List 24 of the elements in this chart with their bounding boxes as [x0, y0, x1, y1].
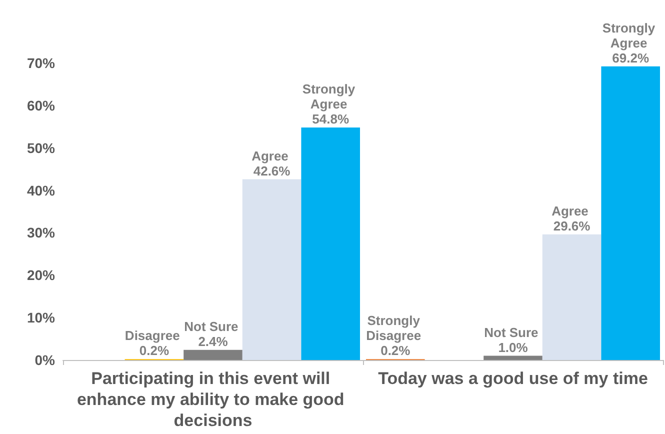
bar	[542, 234, 602, 360]
y-tick-label: 0%	[34, 352, 56, 368]
x-tick-label: Today was a good use of my time	[378, 369, 648, 388]
data-label: Strongly Disagree 0.2%	[366, 313, 425, 358]
bar	[484, 356, 542, 360]
y-tick-label: 40%	[26, 182, 56, 198]
bar	[601, 66, 660, 360]
y-tick-label: 60%	[26, 97, 56, 114]
bar	[184, 350, 242, 360]
data-label: Not Sure 2.4%	[184, 318, 242, 349]
y-tick-label: 20%	[26, 267, 56, 284]
data-label: Strongly Agree 69.2%	[602, 20, 659, 66]
data-label: Not Sure 1.0%	[484, 324, 542, 355]
y-tick-label: 50%	[26, 140, 56, 156]
data-label: Strongly Agree 54.8%	[302, 81, 359, 126]
y-tick-label: 10%	[26, 310, 56, 326]
data-label: Disagree 0.2%	[124, 328, 184, 358]
bar	[242, 179, 302, 360]
data-label: Agree 42.6%	[252, 148, 292, 178]
data-label: Agree 29.6%	[552, 203, 592, 234]
y-tick-label: 30%	[26, 224, 56, 241]
x-tick-label: Participating in this event will enhance my ability to make good decisions	[76, 369, 350, 430]
y-tick-label: 70%	[26, 55, 56, 71]
bar	[301, 127, 360, 360]
